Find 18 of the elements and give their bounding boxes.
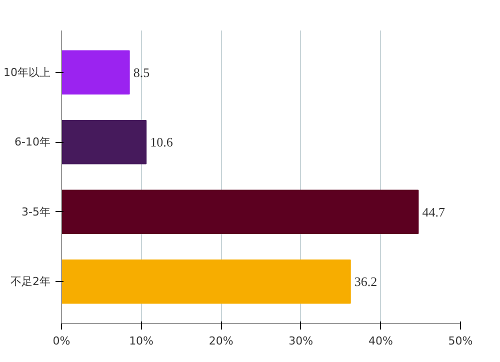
x-tick-label: 0% — [52, 334, 70, 348]
data-label: 8.5 — [133, 64, 150, 80]
x-tick-label: 20% — [208, 334, 234, 348]
x-tick-label: 10% — [129, 334, 154, 348]
y-tick-label: 6-10年 — [14, 136, 51, 149]
data-label: 10.6 — [150, 134, 174, 150]
x-tick-label: 40% — [368, 334, 393, 348]
y-tick-label: 10年以上 — [4, 66, 51, 79]
bar — [62, 190, 419, 234]
bar — [62, 120, 147, 164]
bar — [62, 260, 351, 304]
data-label: 44.7 — [422, 204, 446, 220]
x-tick-label: 50% — [448, 334, 473, 348]
bar — [62, 50, 130, 94]
x-tick-label: 30% — [288, 334, 314, 348]
y-tick-label: 3-5年 — [22, 205, 50, 218]
data-label: 36.2 — [354, 274, 378, 290]
y-tick-label: 不足2年 — [10, 275, 50, 288]
